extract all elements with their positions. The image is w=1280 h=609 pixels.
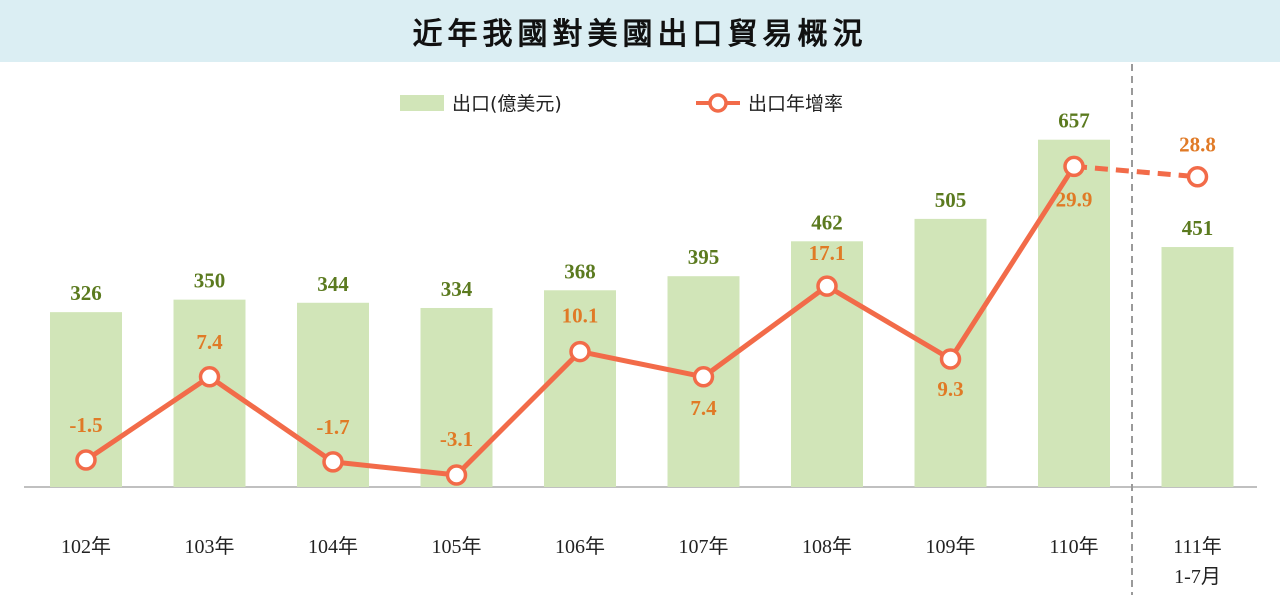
- growth-marker: [1186, 165, 1209, 188]
- growth-value-label: 7.4: [690, 396, 717, 420]
- export-bar: [420, 307, 493, 487]
- growth-marker: [1063, 155, 1085, 178]
- growth-marker: [75, 449, 97, 471]
- legend-swatch-growth-marker: [708, 93, 728, 113]
- growth-line-group: [75, 155, 1209, 486]
- export-value-label: 334: [441, 277, 473, 301]
- x-tick-label: 107年: [679, 535, 729, 558]
- export-value-label: 368: [564, 259, 596, 283]
- legend-swatch-exports: [400, 95, 444, 111]
- legend-label-growth: 出口年增率: [748, 93, 843, 115]
- growth-marker: [939, 348, 962, 370]
- growth-marker: [816, 275, 838, 297]
- x-tick-label: 104年: [308, 535, 358, 558]
- growth-value-label: 28.8: [1179, 133, 1216, 157]
- export-bar: [1038, 139, 1110, 487]
- x-tick-label: 105年: [432, 535, 482, 558]
- export-value-label: 326: [70, 281, 102, 305]
- export-value-label: 505: [935, 188, 967, 212]
- export-value-label: 657: [1058, 109, 1090, 133]
- growth-value-label: 29.9: [1056, 187, 1093, 211]
- growth-value-label: 9.3: [937, 377, 963, 401]
- x-tick-label: 109年: [926, 535, 976, 558]
- x-tick-label: 110年: [1049, 535, 1098, 558]
- growth-value-label: 10.1: [562, 304, 599, 328]
- growth-marker: [198, 366, 221, 388]
- growth-value-label: -1.7: [316, 415, 349, 439]
- growth-value-label: 17.1: [809, 241, 846, 265]
- export-value-label: 462: [811, 210, 843, 234]
- title-bar: 近年我國對美國出口貿易概況: [0, 0, 1280, 62]
- x-tick-label: 111年 1-7月: [1173, 535, 1222, 588]
- growth-value-label: -3.1: [440, 427, 473, 451]
- growth-value-label: -1.5: [69, 413, 102, 437]
- export-value-label: 350: [194, 269, 226, 293]
- growth-value-label: 7.4: [196, 330, 223, 354]
- x-tick-label: 106年: [555, 535, 605, 558]
- export-value-label: 451: [1182, 216, 1214, 240]
- export-value-label: 395: [688, 245, 720, 269]
- export-value-label: 344: [317, 272, 349, 296]
- export-bar: [1161, 247, 1234, 487]
- labels-group: 326 350 344 334 368 395 462 505 657 451 -1.5 7.4 -1.…: [61, 109, 1222, 588]
- x-tick-label: 103年: [185, 535, 235, 558]
- bars-group: [50, 139, 1234, 487]
- growth-marker: [445, 464, 468, 486]
- x-tick-label: 102年: [61, 535, 111, 558]
- growth-marker: [692, 366, 715, 388]
- legend: 出口(億美元) 出口年增率: [400, 93, 843, 115]
- growth-marker: [569, 340, 591, 363]
- legend-label-exports: 出口(億美元): [452, 93, 562, 115]
- export-bar: [544, 290, 616, 487]
- x-tick-label: 108年: [802, 535, 852, 558]
- growth-marker: [322, 451, 344, 473]
- chart-title: 近年我國對美國出口貿易概況: [412, 17, 868, 52]
